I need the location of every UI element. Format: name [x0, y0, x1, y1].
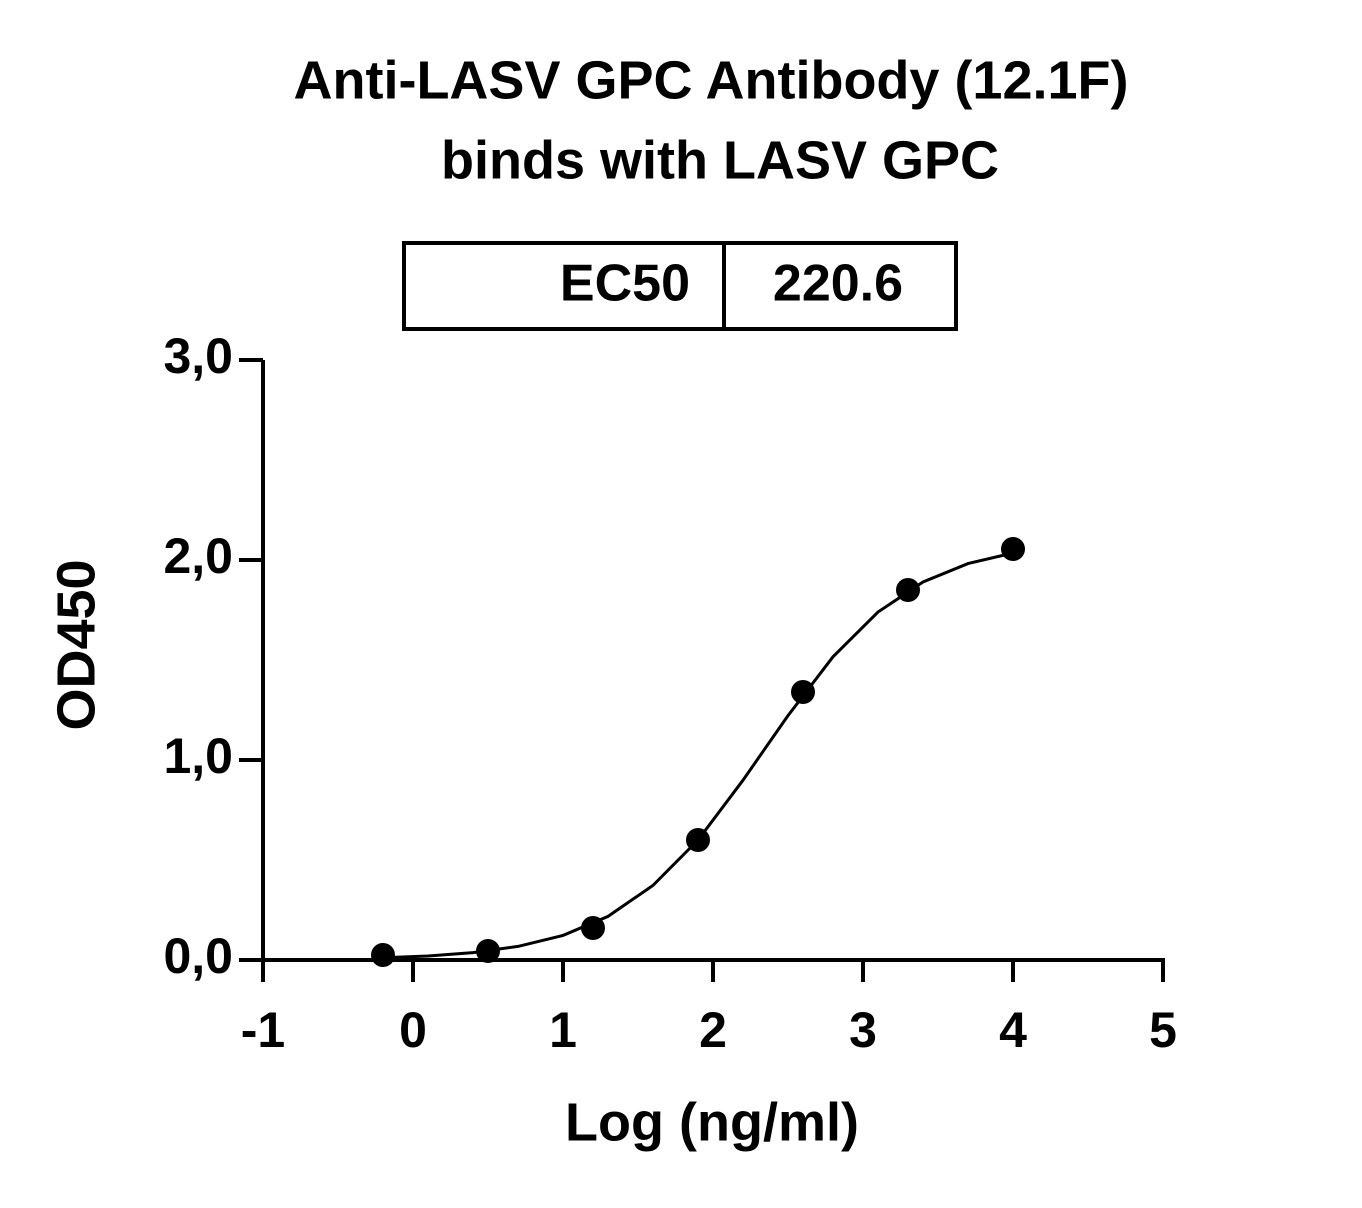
fit-curve: [382, 551, 1014, 960]
x-tick-label: -1: [241, 1002, 285, 1058]
x-axis-title: Log (ng/ml): [565, 1092, 859, 1152]
data-point: [1001, 537, 1025, 561]
y-tick-label: 0,0: [163, 928, 233, 984]
y-tick-label: 2,0: [163, 528, 233, 584]
x-tick-label: 2: [699, 1002, 727, 1058]
x-tick-label: 4: [999, 1002, 1027, 1058]
ec50-value: 220.6: [773, 255, 903, 313]
x-tick-label: 1: [549, 1002, 577, 1058]
y-axis-title: OD450: [46, 559, 106, 730]
data-point: [581, 916, 605, 940]
chart-title: binds with LASV GPC: [441, 130, 999, 190]
ec50-box: [402, 241, 958, 331]
x-tick-label: 0: [399, 1002, 427, 1058]
y-tick-label: 1,0: [163, 728, 233, 784]
x-tick-label: 5: [1149, 1002, 1177, 1058]
y-tick-label: 3,0: [163, 328, 233, 384]
data-point: [371, 943, 395, 967]
chart-title: Anti-LASV GPC Antibody (12.1F): [294, 50, 1129, 110]
x-tick-label: 3: [849, 1002, 877, 1058]
ec50-label: EC50: [560, 255, 690, 313]
